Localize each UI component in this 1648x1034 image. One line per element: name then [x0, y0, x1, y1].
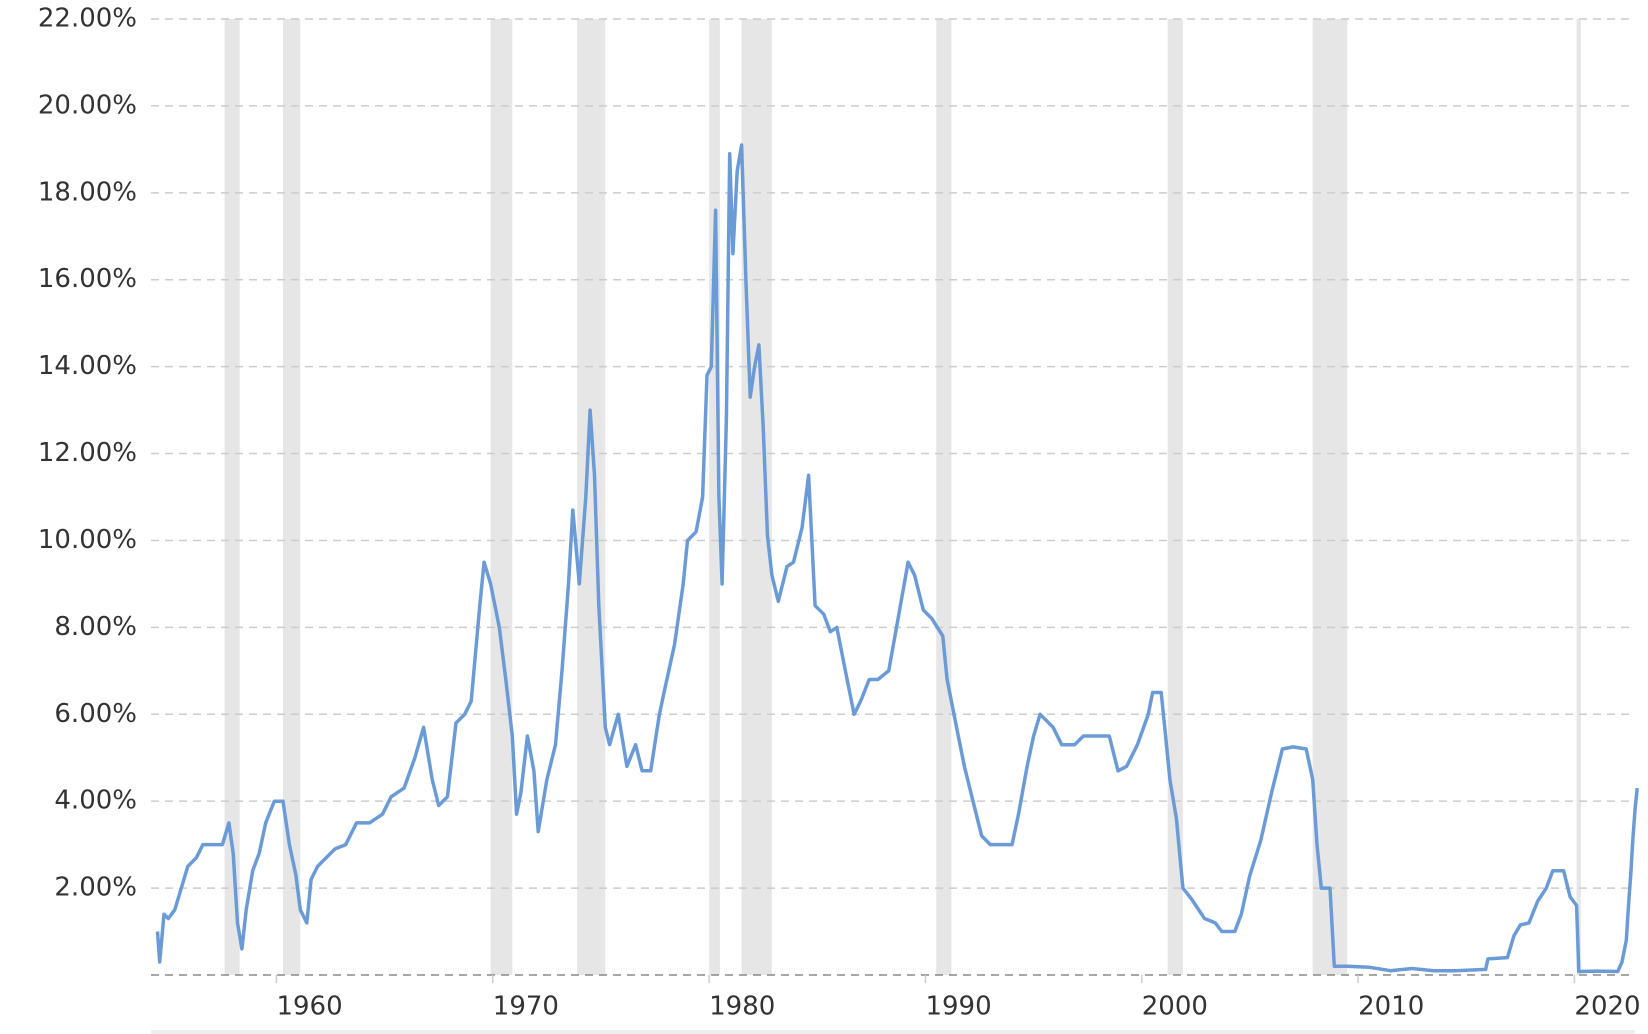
y-tick-label: 18.00% [38, 177, 137, 207]
y-tick-label: 14.00% [38, 351, 137, 381]
recession-band [1576, 19, 1581, 975]
navigator-strip [151, 1030, 1635, 1034]
x-tick-label: 1990 [925, 992, 991, 1022]
x-tick-label: 2020 [1574, 992, 1640, 1022]
recession-band [490, 19, 513, 975]
x-tick-label: 2010 [1358, 992, 1424, 1022]
x-tick-label: 2000 [1142, 992, 1208, 1022]
recession-band [936, 19, 952, 975]
line-series [155, 143, 1639, 974]
recession-band [224, 19, 240, 975]
y-tick-label: 10.00% [38, 525, 137, 555]
recession-band [577, 19, 606, 975]
recession-band [709, 19, 720, 975]
x-tick-label: 1960 [276, 992, 342, 1022]
y-tick-label: 6.00% [54, 699, 137, 729]
y-tick-label: 4.00% [54, 786, 137, 816]
y-tick-label: 16.00% [38, 264, 137, 294]
y-tick-label: 22.00% [38, 4, 137, 34]
y-tick-label: 12.00% [38, 438, 137, 468]
x-tick-label: 1980 [709, 992, 775, 1022]
recession-band [282, 19, 301, 975]
y-tick-label: 8.00% [54, 612, 137, 642]
x-tick-label: 1970 [493, 992, 559, 1022]
y-tick-label: 20.00% [38, 90, 137, 120]
y-tick-label: 2.00% [54, 873, 137, 903]
recession-band [1312, 19, 1348, 975]
recession-band [1167, 19, 1183, 975]
